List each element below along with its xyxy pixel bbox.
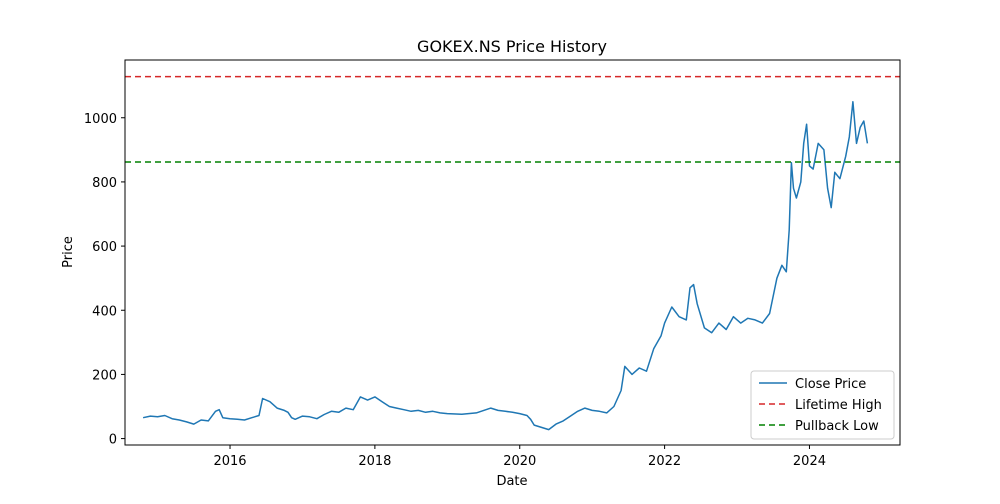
x-tick-label: 2016 [213, 454, 246, 469]
plot-area [125, 75, 900, 431]
y-axis-label: Price [61, 236, 76, 268]
chart-title: GOKEX.NS Price History [417, 37, 607, 56]
x-tick-label: 2018 [358, 454, 391, 469]
legend: Close Price Lifetime High Pullback Low [750, 370, 895, 440]
y-tick-label: 1000 [84, 112, 117, 127]
x-tick-label: 2022 [648, 454, 681, 469]
x-tick-label: 2024 [793, 454, 826, 469]
legend-label: Lifetime High [795, 398, 882, 413]
x-axis-label: Date [496, 474, 527, 489]
legend-label: Pullback Low [795, 419, 879, 434]
y-axis: 0 200 400 600 800 1000 [84, 112, 125, 448]
x-tick-label: 2020 [503, 454, 536, 469]
legend-box [750, 370, 895, 440]
y-tick-label: 400 [92, 304, 117, 319]
y-tick-label: 0 [109, 433, 117, 448]
legend-label: Close Price [795, 377, 866, 392]
plot-frame [124, 59, 901, 446]
x-axis: 2016 2018 2020 2022 2024 [213, 445, 826, 469]
y-tick-label: 800 [92, 176, 117, 191]
y-tick-label: 600 [92, 240, 117, 255]
series-line-close-price [142, 100, 869, 431]
y-tick-label: 200 [92, 368, 117, 383]
